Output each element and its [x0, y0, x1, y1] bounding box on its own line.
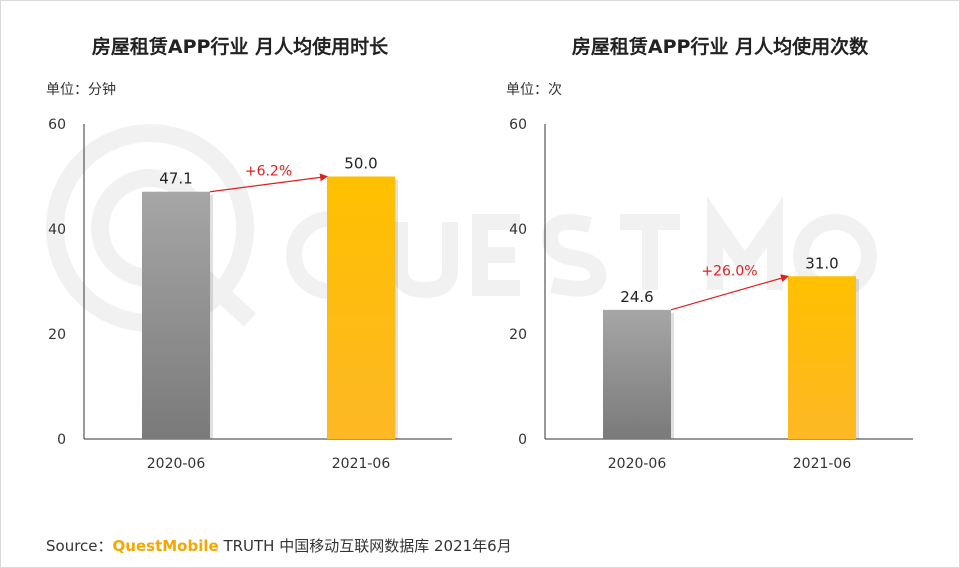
growth-arrow	[209, 173, 328, 193]
chart-title: 房屋租赁APP行业 月人均使用时长	[92, 35, 389, 58]
growth-arrow	[670, 274, 789, 311]
category-label: 2020-06	[608, 456, 667, 472]
y-tick-label: 60	[509, 117, 527, 133]
bar-2021-06	[788, 276, 856, 439]
y-tick-label: 20	[48, 327, 66, 343]
chart-usage-count: 房屋租赁APP行业 月人均使用次数 单位：次 0 20 40 60 24.6 2020-…	[506, 35, 913, 472]
growth-label: +26.0%	[701, 263, 757, 279]
y-tick-label: 0	[518, 432, 527, 448]
chart-usage-duration: 房屋租赁APP行业 月人均使用时长 单位：分钟 0 20 40 60 47.1 2020…	[46, 35, 452, 472]
source-suffix: TRUTH 中国移动互联网数据库 2021年6月	[218, 537, 512, 555]
source-brand: QuestMobile	[112, 537, 219, 555]
value-label: 50.0	[344, 155, 377, 173]
unit-label: 单位：次	[506, 82, 562, 98]
y-tick-label: 60	[48, 117, 66, 133]
category-label: 2020-06	[147, 456, 206, 472]
value-label: 47.1	[159, 170, 192, 188]
value-label: 24.6	[620, 288, 653, 306]
bar-2020-06	[603, 309, 671, 439]
y-tick-label: 20	[509, 327, 527, 343]
value-label: 31.0	[805, 254, 838, 272]
category-label: 2021-06	[793, 456, 852, 472]
y-tick-label: 40	[509, 222, 527, 238]
bar-2020-06	[142, 191, 210, 439]
y-tick-label: 0	[57, 432, 66, 448]
chart-title: 房屋租赁APP行业 月人均使用次数	[572, 35, 869, 58]
unit-label: 单位：分钟	[46, 81, 116, 98]
source-prefix: Source：	[46, 537, 113, 555]
source-note: Source：QuestMobile TRUTH 中国移动互联网数据库 2021…	[46, 535, 512, 556]
category-label: 2021-06	[332, 456, 391, 472]
growth-label: +6.2%	[245, 164, 292, 180]
y-tick-label: 40	[48, 222, 66, 238]
bar-2021-06	[327, 176, 395, 439]
